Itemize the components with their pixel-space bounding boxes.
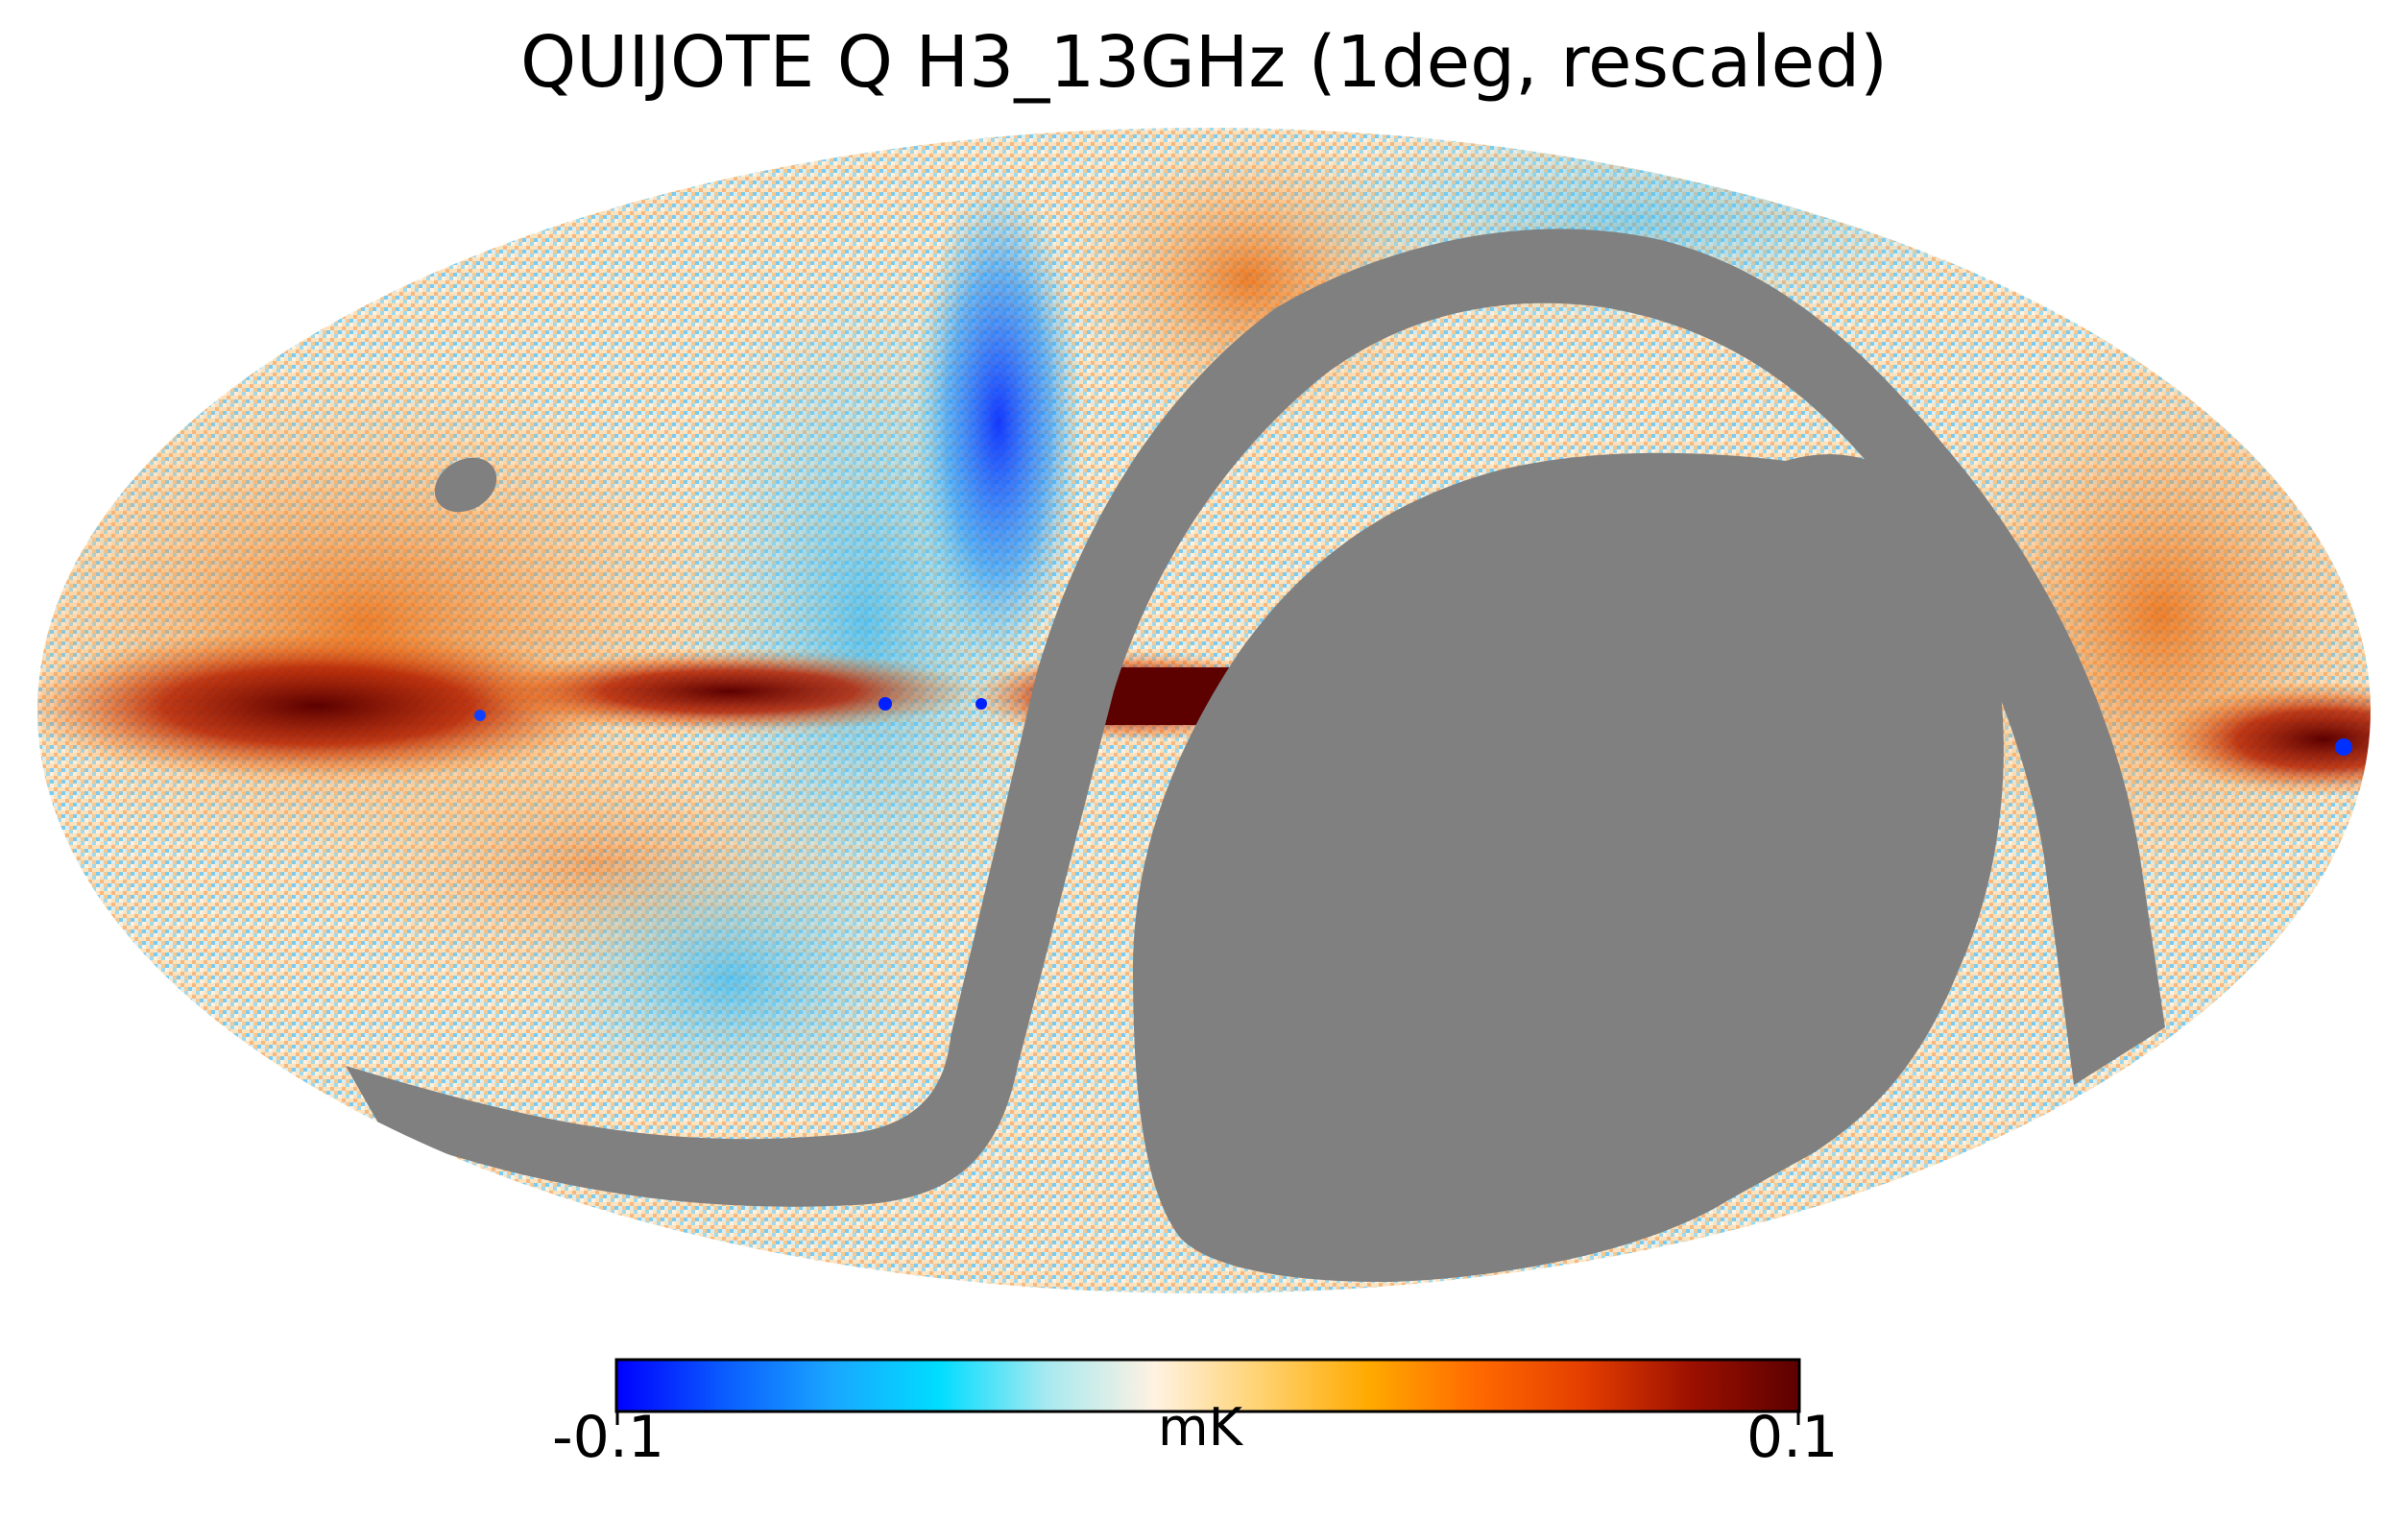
point-source-1 (474, 710, 486, 721)
galactic-plane-center (480, 649, 979, 734)
masked-band (346, 229, 2165, 1207)
galactic-plane-left (36, 629, 624, 783)
masked-patch-small (434, 457, 497, 513)
sky-outline (36, 126, 2372, 1295)
map-title: QUIJOTE Q H3_13GHz (1deg, rescaled) (519, 21, 1889, 104)
galactic-plane-far-right (2151, 682, 2372, 797)
cool-region-lower (518, 835, 941, 1123)
colorbar-max-label: 0.1 (1746, 1404, 1839, 1471)
colorbar-unit-label: mK (1158, 1397, 1243, 1458)
masked-region-large (1133, 452, 2004, 1283)
point-source-4 (2335, 738, 2352, 756)
colorbar-min-label: -0.1 (552, 1404, 665, 1471)
point-source-3 (975, 698, 987, 710)
sky-area (36, 127, 2372, 1294)
masked-regions (346, 229, 2165, 1283)
colorbar (614, 1358, 1801, 1413)
point-source-2 (879, 697, 892, 711)
negative-lobe (912, 173, 1085, 672)
